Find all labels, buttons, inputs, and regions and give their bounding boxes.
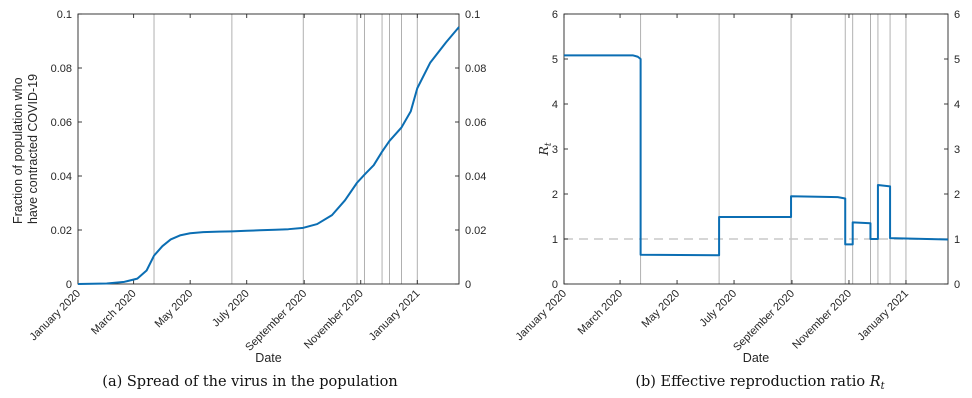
x-tick-label: September 2020 [731, 288, 797, 354]
y-tick-label-left: 0.04 [51, 171, 72, 183]
y-tick-label-left: 0.02 [51, 225, 72, 237]
caption-b-subscript: t [881, 381, 886, 392]
x-axis-label-b: Date [743, 351, 769, 365]
y-tick-label-left: 0.08 [51, 63, 72, 75]
y-axis-label-b-symbol: R [536, 146, 551, 156]
caption-b: (b) Effective reproduction ratio Rt [635, 374, 885, 392]
y-tick-label-left: 6 [552, 9, 558, 21]
y-tick-label-right: 4 [954, 99, 960, 111]
y-ticks-b: 0 0 1 1 2 2 3 3 4 4 5 5 6 6 [552, 9, 960, 291]
y-tick-label-right: 0 [465, 279, 471, 291]
y-tick-label-right: 5 [954, 54, 960, 66]
y-axis-label-b: Rt [536, 142, 554, 156]
intervention-lines-a [153, 14, 418, 284]
x-ticks-a: January 2020 March 2020 May 2020 July 2020S… [27, 14, 422, 354]
panel-a: 0 0 0.02 0.02 0.04 0.04 0.06 0.06 0.08 0.08 0.1 0.1… [11, 9, 486, 390]
y-axis-label-a: Fraction of population who have contract… [11, 74, 40, 224]
x-tick-label: May 2020 [153, 288, 196, 331]
y-tick-label-right: 0.1 [465, 9, 480, 21]
y-tick-label-left: 1 [552, 234, 558, 246]
caption-b-symbol: R [869, 374, 881, 390]
x-axis-label-a: Date [255, 351, 281, 365]
y-tick-label-left: 5 [552, 54, 558, 66]
x-tick-label: November 2020 [790, 288, 854, 352]
y-tick-label-left: 0.1 [57, 9, 72, 21]
y-tick-label-right: 1 [954, 234, 960, 246]
x-ticks-b: January 2020 March 2020 May 2020 July 2020S… [513, 14, 911, 354]
x-tick-label: July 2020 [697, 288, 739, 330]
x-tick-label: November 2020 [302, 288, 366, 352]
x-tick-label: March 2020 [89, 288, 139, 338]
x-tick-label: January 2020 [27, 288, 83, 344]
y-tick-label-left: 2 [552, 189, 558, 201]
y-tick-label-right: 3 [954, 144, 960, 156]
caption-b-text: (b) Effective reproduction ratio [635, 374, 869, 390]
y-tick-label-left: 4 [552, 99, 558, 111]
y-tick-label-left: 0 [66, 279, 72, 291]
x-tick-label: January 2020 [513, 288, 569, 344]
y-tick-label-right: 0.06 [465, 117, 486, 129]
y-tick-label-right: 0 [954, 279, 960, 291]
rt-series-line [564, 54, 949, 257]
y-ticks-a: 0 0 0.02 0.02 0.04 0.04 0.06 0.06 0.08 0.08 0.1 0.1 [51, 9, 487, 291]
axes-box-a [77, 13, 460, 285]
x-tick-label: January 2021 [367, 288, 423, 344]
y-tick-label-right: 6 [954, 9, 960, 21]
fraction-series-line [77, 26, 460, 285]
y-axis-label-a-line2: have contracted COVID-19 [26, 74, 40, 224]
y-tick-label-left: 3 [552, 144, 558, 156]
x-tick-label: January 2021 [855, 288, 911, 344]
x-tick-label: March 2020 [576, 288, 626, 338]
panel-b: 0 0 1 1 2 2 3 3 4 4 5 5 6 6 January 2020 March 2020 May… [513, 9, 960, 392]
x-tick-label: May 2020 [640, 288, 683, 331]
x-tick-label: July 2020 [210, 288, 252, 330]
y-tick-label-left: 0 [552, 279, 558, 291]
y-tick-label-left: 0.06 [51, 117, 72, 129]
y-tick-label-right: 0.02 [465, 225, 486, 237]
y-axis-label-b-subscript: t [544, 142, 554, 146]
y-tick-label-right: 2 [954, 189, 960, 201]
y-tick-label-right: 0.04 [465, 171, 486, 183]
y-axis-label-a-line1: Fraction of population who [11, 77, 25, 224]
y-tick-label-right: 0.08 [465, 63, 486, 75]
caption-a: (a) Spread of the virus in the populatio… [102, 374, 397, 390]
x-tick-label: September 2020 [243, 288, 309, 354]
intervention-lines-b [640, 14, 907, 284]
